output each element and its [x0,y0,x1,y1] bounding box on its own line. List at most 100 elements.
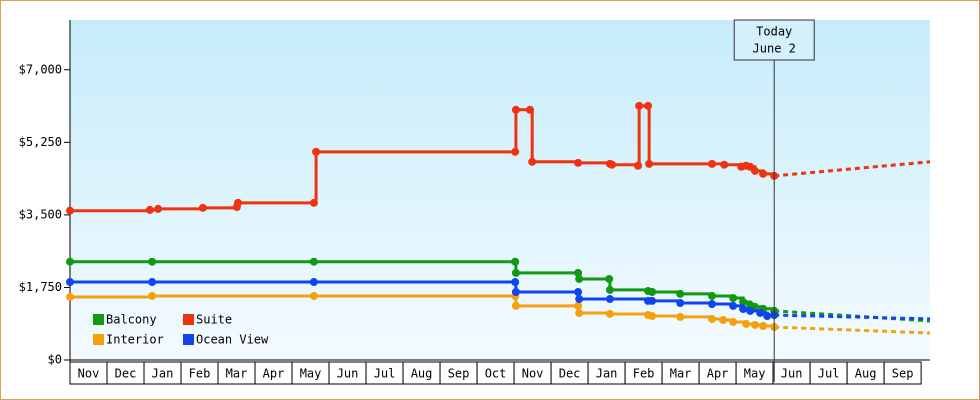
point [528,157,537,166]
legend-swatch [93,334,104,345]
x-tick-label: Dec [115,367,137,381]
y-tick-label: $5,250 [19,135,62,149]
point [676,289,685,298]
point [511,147,520,156]
point [729,294,738,303]
point [66,278,74,287]
x-tick-label: Aug [411,367,433,381]
point [574,301,583,310]
legend: Balcony Suite Interior Ocean View [93,313,269,347]
point [605,285,614,294]
point [708,291,717,300]
point [574,158,583,167]
point [759,169,768,178]
point [511,288,520,296]
forecast-line [774,160,931,178]
point [66,206,74,215]
today-label: Today [756,25,792,39]
legend-label: Suite [196,313,232,327]
point [511,257,520,266]
point [708,300,717,309]
point [605,295,614,304]
x-tick-label: Apr [263,367,285,381]
point [634,161,643,170]
x-tick-label: Nov [78,367,100,381]
y-tick-label: $1,750 [19,280,62,294]
point [676,298,685,307]
legend-label: Ocean View [196,333,269,347]
point [729,318,738,327]
x-tick-label: Mar [670,367,692,381]
axes: $0 $1,750 $3,500 $5,250 $7,000 Nov Dec Jan Feb Ma… [19,20,930,385]
point [676,312,685,321]
x-tick-label: Jun [781,367,803,381]
point [309,257,318,266]
point [739,305,748,313]
x-tick-label: Jul [818,367,840,381]
x-tick-cell [883,361,922,385]
point [154,204,163,213]
point [575,274,584,283]
point [575,308,584,317]
today-box [733,19,815,61]
legend-swatch [183,334,194,345]
x-tick-label: Feb [189,367,211,381]
point [635,101,644,110]
x-tick-label: Feb [633,367,655,381]
point [648,288,657,296]
point [729,301,738,310]
y-tick-label: $3,500 [19,207,62,221]
point [759,322,768,330]
legend-swatch [93,314,104,325]
point [66,292,74,301]
point [511,105,520,114]
point [708,314,717,323]
legend-swatch [183,314,194,325]
point [309,278,318,287]
x-tick-label: Oct [485,367,507,381]
x-tick-label: Dec [559,367,581,381]
point [198,203,207,212]
x-tick-label: May [744,367,766,381]
point [750,166,759,175]
x-tick-label: May [300,367,322,381]
x-tick-label: Jan [152,367,174,381]
series-lines [66,101,931,335]
point [719,315,728,324]
point [708,159,717,168]
point [525,105,534,114]
point [608,160,617,169]
point [574,288,583,296]
forecast-line [774,325,931,335]
x-tick-label: Mar [226,367,248,381]
x-tick-label: Nov [522,367,544,381]
point [148,278,157,287]
point [756,308,765,317]
today-annotation: Today June 2 [733,19,815,382]
x-tick-label: Jun [337,367,359,381]
point [148,291,157,300]
point [648,296,657,305]
point [750,320,759,329]
y-tick-label: $0 [48,353,62,367]
x-tick-label: Aug [855,367,877,381]
x-tick-label: Sep [448,367,470,381]
point [148,257,157,266]
point [648,312,657,321]
point [309,198,318,207]
legend-label: Interior [106,333,164,347]
point [763,312,772,321]
x-tick-label: Jan [596,367,618,381]
point [605,274,614,283]
x-tick-label: Apr [707,367,729,381]
forecast-line [774,313,931,321]
point [574,268,583,277]
point [746,306,755,315]
x-tick-label: Jul [374,367,396,381]
point [575,295,584,304]
point [720,160,729,169]
point [742,319,751,328]
legend-label: Balcony [106,313,157,327]
